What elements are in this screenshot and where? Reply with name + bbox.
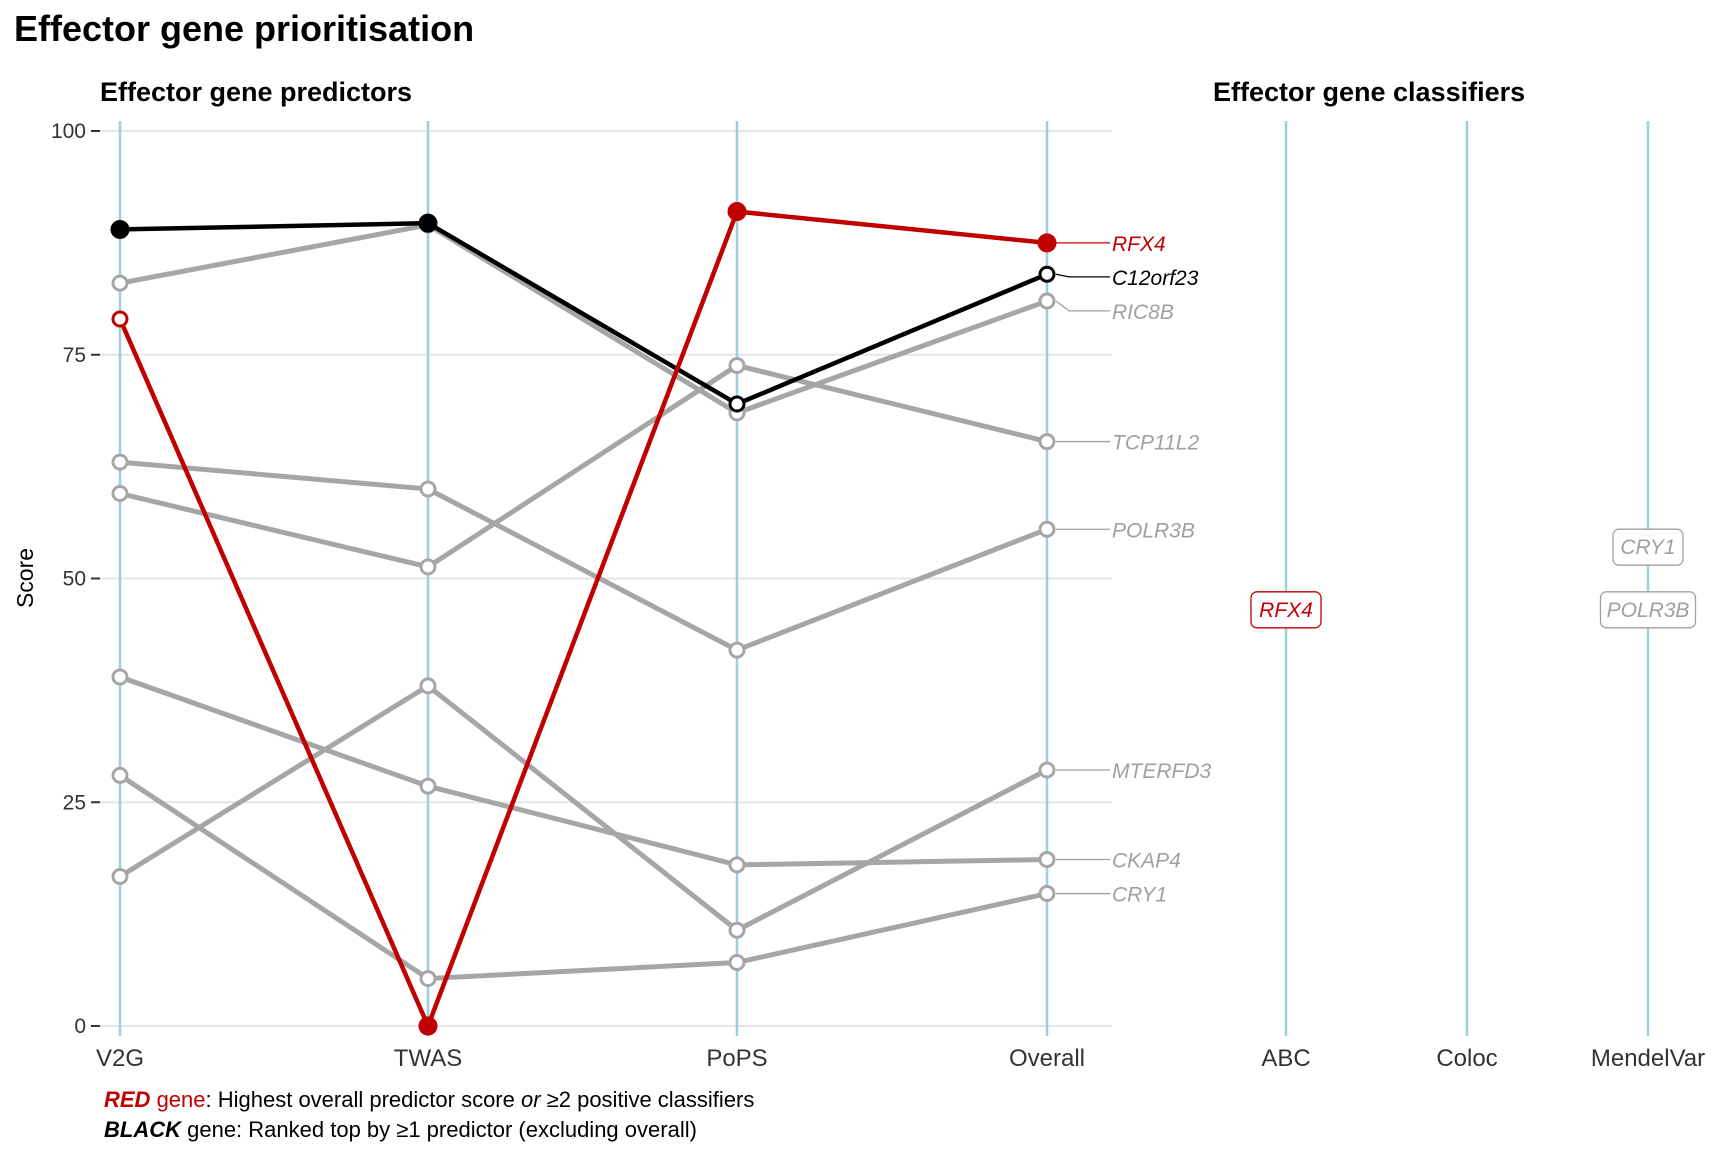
footnote-red-text-2: ≥2 positive classifiers (540, 1087, 755, 1112)
classifier-label-polr3b: POLR3B (1607, 599, 1690, 622)
data-point-ckap4 (728, 856, 746, 874)
footnote-line-black: BLACK gene: Ranked top by ≥1 predictor (… (104, 1115, 754, 1145)
y-axis-label: Score (12, 548, 38, 608)
data-point-ckap4 (1038, 851, 1056, 869)
footnote-red-or: or (520, 1087, 541, 1112)
series-line-cry1 (118, 773, 1048, 982)
footnote-red-key: RED (104, 1087, 151, 1112)
chart-title: Effector gene prioritisation (14, 8, 475, 49)
footnote-black-text: gene: Ranked top by ≥1 predictor (exclud… (181, 1117, 697, 1142)
y-tick-label: 0 (74, 1015, 86, 1038)
footnote: RED gene: Highest overall predictor scor… (104, 1085, 754, 1145)
gene-leader-line (1055, 273, 1110, 278)
data-point-ric8b (1038, 292, 1056, 310)
x-tick-label: Overall (1009, 1045, 1085, 1072)
classifier-label-cry1: CRY1 (1620, 536, 1675, 559)
data-point-tcp11l2 (419, 558, 437, 576)
data-point-polr3b (419, 480, 437, 498)
data-point-mterfd3 (728, 921, 746, 939)
y-tick-label: 75 (63, 344, 86, 367)
classifier-label-rfx4: RFX4 (1259, 599, 1313, 622)
classifier-label-box (1599, 591, 1697, 629)
series-line-tcp11l2 (119, 362, 1048, 570)
x-tick-label: ABC (1261, 1045, 1310, 1072)
classifier-label-box (1612, 528, 1684, 566)
x-tick-label: MendelVar (1591, 1045, 1705, 1072)
data-point-polr3b (728, 641, 746, 659)
data-point-c12orf23 (110, 219, 130, 239)
gene-label-ric8b: RIC8B (1112, 301, 1174, 324)
footnote-black-key: BLACK (104, 1117, 181, 1142)
gene-label-polr3b: POLR3B (1112, 519, 1195, 542)
panel-title-predictors: Effector gene predictors (100, 77, 412, 107)
gene-label-rfx4: RFX4 (1112, 233, 1166, 256)
data-point-mterfd3 (111, 868, 129, 886)
gene-label-cry1: CRY1 (1112, 884, 1167, 907)
data-point-mterfd3 (419, 677, 437, 695)
footnote-red-text: : Highest overall predictor score (205, 1087, 521, 1112)
data-point-rfx4 (727, 202, 747, 222)
series-line-rfx4 (117, 209, 1048, 1029)
series-line-ric8b (119, 222, 1048, 416)
data-point-ckap4 (111, 668, 129, 686)
x-tick-label: Coloc (1436, 1045, 1497, 1072)
series-line-c12orf23 (119, 220, 1048, 407)
gene-leader-line (1055, 300, 1110, 312)
data-point-rfx4 (111, 310, 129, 328)
footnote-red-key-gene: gene (150, 1087, 206, 1112)
series-line-mterfd3 (118, 683, 1049, 933)
series-line-ckap4 (119, 674, 1048, 868)
classifier-label-box (1250, 591, 1322, 629)
data-point-cry1 (111, 766, 129, 784)
x-tick-label: TWAS (394, 1045, 462, 1072)
panel-title-classifiers: Effector gene classifiers (1213, 77, 1525, 107)
data-point-c12orf23 (1038, 265, 1056, 283)
x-tick-label: V2G (96, 1045, 144, 1072)
data-point-tcp11l2 (111, 484, 129, 502)
data-point-cry1 (419, 970, 437, 988)
y-tick-label: 25 (63, 791, 86, 814)
series-line-polr3b (119, 459, 1048, 653)
data-point-mterfd3 (1038, 761, 1056, 779)
gene-label-tcp11l2: TCP11L2 (1112, 432, 1199, 455)
data-point-cry1 (728, 953, 746, 971)
data-point-rfx4 (1037, 233, 1057, 253)
data-point-cry1 (1038, 885, 1056, 903)
y-tick-label: 100 (51, 120, 86, 143)
x-tick-label: PoPS (706, 1045, 767, 1072)
data-point-polr3b (111, 453, 129, 471)
gene-label-mterfd3: MTERFD3 (1112, 760, 1211, 783)
data-point-ckap4 (419, 777, 437, 795)
data-point-tcp11l2 (1038, 433, 1056, 451)
data-point-rfx4 (418, 1016, 438, 1036)
gene-label-c12orf23: C12orf23 (1112, 267, 1199, 290)
data-point-ric8b (111, 274, 129, 292)
gene-label-ckap4: CKAP4 (1112, 850, 1181, 873)
data-point-c12orf23 (418, 213, 438, 233)
data-point-tcp11l2 (728, 356, 746, 374)
footnote-line-red: RED gene: Highest overall predictor scor… (104, 1085, 754, 1115)
data-point-c12orf23 (728, 395, 746, 413)
y-tick-label: 50 (63, 568, 86, 591)
data-point-polr3b (1038, 520, 1056, 538)
